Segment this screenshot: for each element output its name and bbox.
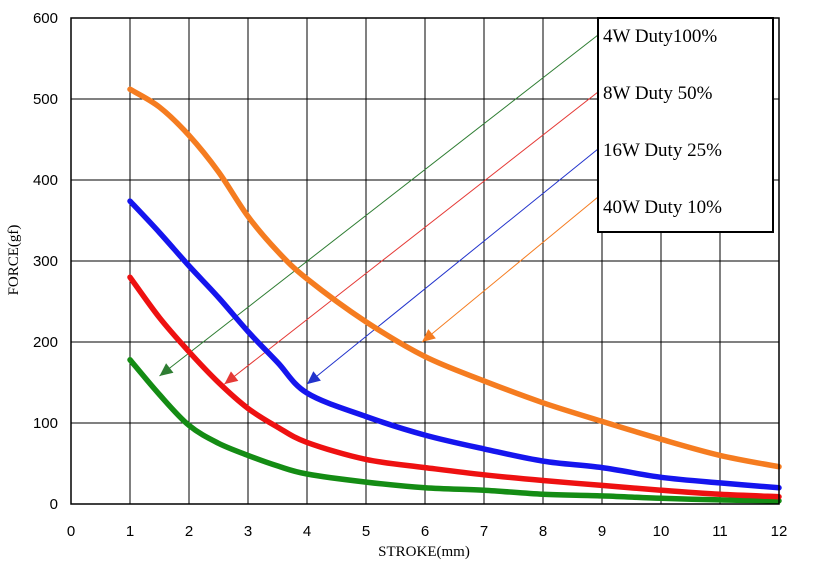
- series-line-0: [127, 357, 782, 504]
- x-tick-label-1: 1: [126, 523, 134, 540]
- x-tick-label-2: 2: [185, 523, 193, 540]
- x-tick-label-3: 3: [244, 523, 252, 540]
- legend: 4W Duty100% 8W Duty 50% 16W Duty 25% 40W Du…: [597, 17, 774, 233]
- y-tick-label-3: 300: [33, 253, 58, 270]
- x-tick-label-8: 8: [539, 523, 547, 540]
- x-tick-label-6: 6: [421, 523, 429, 540]
- legend-arrow-line-3: [421, 196, 599, 343]
- series-line-3: [127, 86, 782, 470]
- legend-box: [597, 17, 774, 233]
- y-tick-label-2: 200: [33, 334, 58, 351]
- legend-arrow-head-2: [307, 371, 321, 385]
- x-tick-label-7: 7: [480, 523, 488, 540]
- series-line-1: [127, 274, 782, 500]
- plot-frame: [70, 17, 780, 505]
- legend-arrow-line-2: [306, 148, 599, 385]
- x-tick-label-11: 11: [712, 523, 728, 540]
- legend-arrow-head-3: [422, 329, 436, 342]
- y-tick-label-1: 100: [33, 415, 58, 432]
- legend-arrows: [159, 34, 599, 385]
- x-tick-label-0: 0: [67, 523, 75, 540]
- y-tick-labels: 0 100 200 300 400 500 600: [33, 10, 58, 513]
- x-axis-title: STROKE(mm): [378, 544, 470, 560]
- legend-entry-0: 4W Duty100%: [603, 26, 717, 47]
- legend-entry-2: 16W Duty 25%: [603, 140, 722, 161]
- legend-arrow-head-0: [159, 363, 174, 377]
- legend-arrow-line-0: [159, 34, 599, 377]
- legend-arrow-line-1: [224, 91, 599, 385]
- series-line-2: [127, 198, 782, 491]
- x-tick-label-9: 9: [598, 523, 606, 540]
- legend-arrow-head-1: [224, 371, 239, 385]
- legend-entry-3: 40W Duty 10%: [603, 197, 722, 218]
- series-lines: [127, 86, 782, 504]
- legend-entry-1: 8W Duty 50%: [603, 83, 713, 104]
- x-tick-label-12: 12: [771, 523, 788, 540]
- x-tick-label-4: 4: [303, 523, 311, 540]
- y-tick-label-6: 600: [33, 10, 58, 27]
- x-tick-label-10: 10: [653, 523, 670, 540]
- y-tick-label-4: 400: [33, 172, 58, 189]
- y-tick-label-5: 500: [33, 91, 58, 108]
- x-tick-labels: 0 1 2 3 4 5 6 7 8 9 10 11 12: [67, 523, 788, 540]
- x-tick-label-5: 5: [362, 523, 370, 540]
- y-axis-title: FORCE(gf): [6, 225, 22, 296]
- y-tick-label-0: 0: [50, 496, 58, 513]
